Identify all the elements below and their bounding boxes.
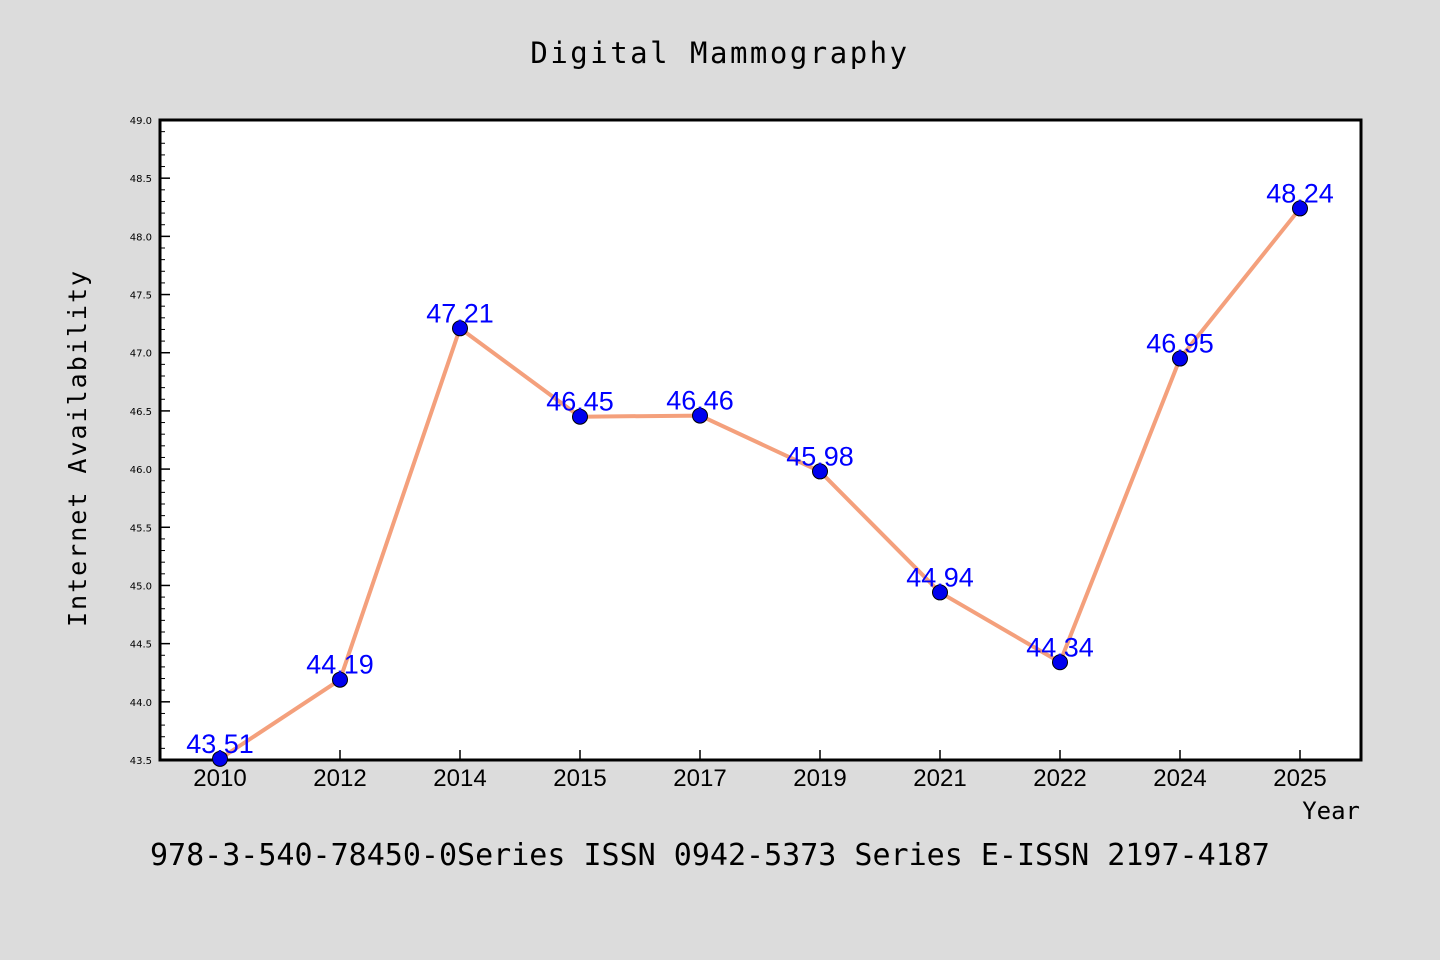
y-axis: 43.5 44.0 44.5 45.0 45.5 46.0 46.5 47.0 47.5 48.0… [130,116,170,767]
chart-title: Digital Mammography [530,36,909,70]
footer-text: 978-3-540-78450-0Series ISSN 0942-5373 S… [150,838,1270,873]
data-point [692,407,708,424]
x-tick-label: 2014 [433,765,486,792]
x-tick-label: 2017 [673,765,726,792]
series-line [218,206,1302,761]
data-label: 48.24 [1266,178,1334,208]
data-point [812,463,828,480]
x-tick-label: 2025 [1273,765,1326,792]
y-tick-label: 46.0 [130,465,152,476]
data-point [1172,350,1188,367]
x-tick-label: 2010 [193,765,246,792]
x-tick-label: 2024 [1153,765,1206,792]
x-tick-label: 2021 [913,765,966,792]
data-label: 44.19 [306,650,374,680]
data-point [572,408,588,425]
x-axis: 2010 2012 2014 2015 2017 2019 2021 2022 2024 2025 [193,750,1327,792]
x-tick-label: 2022 [1033,765,1086,792]
data-label: 46.46 [666,386,734,416]
y-tick-label: 48.5 [130,174,152,185]
x-axis-label: Year [1302,797,1360,825]
y-tick-label: 47.0 [130,349,152,360]
data-label: 47.21 [426,298,494,328]
data-label: 43.51 [186,729,254,759]
data-label: 46.95 [1146,329,1214,359]
plot-area [158,118,1363,762]
y-tick-label: 45.0 [130,581,152,592]
y-tick-label: 47.5 [130,291,152,302]
data-point [212,750,228,767]
data-point [332,671,348,688]
data-point [1292,200,1308,217]
data-labels: 43.51 44.19 47.21 46.45 46.46 45.98 44.94 44.34… [186,178,1334,758]
x-tick-label: 2019 [793,765,846,792]
data-point [932,584,948,601]
data-label: 45.98 [786,441,854,471]
series-layer [212,200,1308,767]
y-tick-label: 48.0 [130,232,152,243]
data-point [452,320,468,337]
y-tick-label: 49.0 [130,116,152,127]
data-label: 44.34 [1026,632,1094,662]
y-tick-label: 43.5 [130,756,152,767]
y-tick-label: 46.5 [130,407,152,418]
data-point [1052,654,1068,671]
data-label: 44.94 [906,562,974,592]
x-tick-label: 2012 [313,765,366,792]
data-label: 46.45 [546,387,614,417]
y-tick-label: 44.5 [130,640,152,651]
y-tick-label: 45.5 [130,523,152,534]
x-tick-label: 2015 [553,765,606,792]
y-tick-label: 44.0 [130,698,152,709]
y-axis-label: Internet Availability [63,269,92,627]
